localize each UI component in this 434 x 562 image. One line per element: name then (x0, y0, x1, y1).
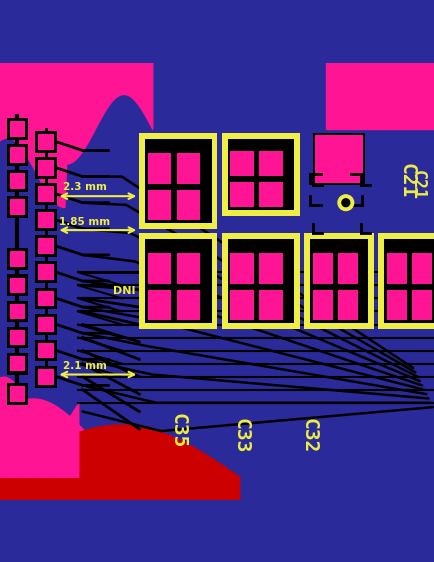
Bar (259, 253, 282, 284)
Bar (411, 253, 431, 284)
Bar (221, 233, 299, 329)
Text: 1.85 mm: 1.85 mm (59, 216, 110, 226)
Text: C32: C32 (299, 418, 318, 453)
Bar (38, 316, 53, 332)
Text: DNI: DNI (112, 285, 135, 296)
Bar (7, 170, 28, 192)
Circle shape (341, 199, 349, 207)
Bar (7, 118, 28, 139)
Bar (10, 199, 25, 215)
Bar (10, 278, 25, 293)
Bar (7, 301, 28, 323)
Bar (35, 314, 56, 336)
Bar (38, 265, 53, 280)
Bar (10, 147, 25, 162)
Bar (38, 160, 53, 176)
Bar (10, 121, 25, 137)
Bar (10, 330, 25, 346)
Bar (315, 135, 362, 183)
Bar (230, 151, 253, 176)
Bar (7, 274, 28, 296)
Bar (176, 189, 200, 220)
Bar (148, 153, 171, 184)
Bar (176, 289, 200, 320)
Text: 2.3 mm: 2.3 mm (63, 182, 106, 192)
Bar (38, 186, 53, 202)
Bar (259, 151, 282, 176)
Bar (35, 157, 56, 179)
Bar (312, 289, 332, 320)
Bar (35, 183, 56, 205)
Bar (38, 291, 53, 306)
Bar (38, 343, 53, 359)
Bar (230, 253, 253, 284)
Bar (148, 289, 171, 320)
Bar (139, 233, 217, 329)
Text: C35: C35 (168, 414, 187, 448)
Bar (10, 173, 25, 189)
Bar (38, 369, 53, 384)
Bar (312, 253, 332, 284)
Bar (221, 133, 299, 216)
Bar (338, 289, 357, 320)
Bar (35, 209, 56, 231)
Bar (7, 144, 28, 166)
Bar (230, 182, 253, 207)
Text: C21: C21 (408, 170, 426, 200)
Circle shape (337, 195, 353, 211)
Bar (259, 182, 282, 207)
Text: 2.1 mm: 2.1 mm (63, 361, 106, 371)
Bar (411, 289, 431, 320)
Bar (35, 288, 56, 309)
Bar (145, 139, 211, 223)
Bar (227, 239, 294, 323)
Bar (338, 253, 357, 284)
Bar (7, 248, 28, 270)
Bar (38, 212, 53, 228)
Bar (10, 356, 25, 371)
Bar (383, 239, 434, 323)
Bar (386, 289, 406, 320)
Bar (7, 383, 28, 405)
Bar (176, 253, 200, 284)
Bar (304, 233, 373, 329)
Bar (38, 238, 53, 254)
Bar (35, 261, 56, 283)
Text: C21: C21 (396, 164, 415, 198)
Bar (145, 239, 211, 323)
Bar (312, 133, 365, 185)
Bar (35, 131, 56, 153)
Bar (38, 134, 53, 149)
Bar (35, 339, 56, 361)
Bar (259, 289, 282, 320)
Bar (227, 139, 294, 210)
Bar (139, 133, 217, 229)
Bar (386, 253, 406, 284)
Bar (35, 366, 56, 388)
Bar (378, 233, 434, 329)
Bar (148, 253, 171, 284)
Bar (309, 239, 368, 323)
Bar (10, 303, 25, 319)
Bar (10, 251, 25, 267)
Bar (7, 353, 28, 374)
Bar (148, 189, 171, 220)
Bar (176, 153, 200, 184)
Bar (7, 327, 28, 348)
Text: C33: C33 (231, 418, 250, 453)
Bar (230, 289, 253, 320)
Bar (35, 235, 56, 257)
Bar (10, 386, 25, 402)
Bar (7, 196, 28, 218)
